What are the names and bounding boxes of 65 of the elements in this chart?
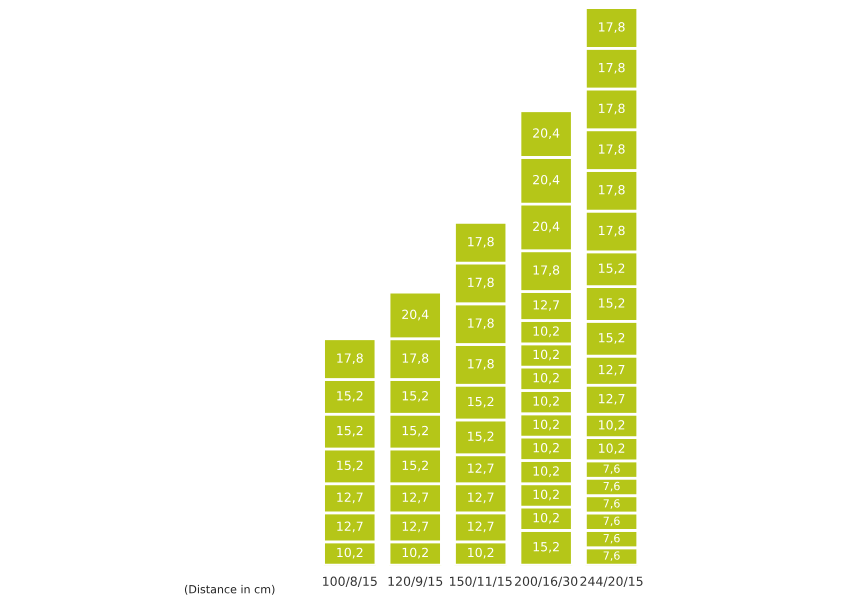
x-tick-label: 200/16/30 — [514, 576, 578, 587]
x-tick-label: 120/9/15 — [388, 576, 442, 587]
data-label: 15,2 — [468, 432, 494, 442]
data-label: 17,8 — [599, 185, 625, 196]
data-label: 10,2 — [468, 548, 494, 558]
data-label: 15,2 — [599, 263, 624, 274]
data-label: 12,7 — [468, 492, 494, 504]
data-label: 12,7 — [337, 492, 363, 504]
x-tick-label: 150/11/15 — [450, 576, 512, 587]
data-label: 10,2 — [534, 512, 559, 524]
data-label: 12,7 — [468, 463, 494, 474]
data-label: 17,8 — [468, 236, 494, 248]
data-label: 15,2 — [402, 460, 428, 472]
data-label: 7,6 — [604, 464, 620, 474]
data-label: 7,6 — [604, 534, 620, 544]
data-label: 20,4 — [533, 222, 560, 232]
data-label: 15,2 — [599, 332, 624, 344]
data-label: 17,8 — [599, 22, 625, 33]
data-label: 15,2 — [337, 391, 362, 402]
data-label: 17,8 — [599, 144, 625, 156]
data-label: 17,8 — [534, 265, 560, 276]
data-label: 17,8 — [468, 278, 494, 288]
data-label: 17,8 — [468, 359, 494, 370]
data-label: 10,2 — [402, 548, 428, 558]
data-label: 17,8 — [402, 353, 428, 364]
data-label: 7,6 — [604, 516, 620, 526]
data-label: 10,2 — [534, 490, 559, 500]
data-label: 10,2 — [599, 443, 624, 454]
data-label: 12,7 — [402, 492, 428, 504]
data-label: 10,2 — [534, 350, 559, 360]
data-label: 20,4 — [402, 310, 428, 320]
data-label: 12,7 — [534, 300, 559, 311]
data-label: 15,2 — [534, 542, 559, 553]
data-label: 12,7 — [402, 522, 428, 532]
data-label: 15,2 — [468, 396, 494, 408]
data-label: 10,2 — [534, 466, 559, 478]
data-label: 17,8 — [468, 318, 494, 330]
data-label: 17,8 — [599, 226, 625, 236]
data-label: 7,6 — [604, 482, 620, 492]
data-label: 17,8 — [599, 104, 625, 114]
data-label: 10,2 — [534, 442, 559, 454]
data-label: 10,2 — [534, 420, 559, 430]
data-label: 17,8 — [337, 353, 363, 364]
data-label: 10,2 — [534, 326, 559, 338]
data-label: 12,7 — [599, 394, 624, 405]
data-label: 7,6 — [604, 499, 620, 509]
data-label: 10,2 — [534, 396, 559, 408]
x-tick-label: 100/8/15 — [323, 576, 377, 587]
data-label: 15,2 — [599, 298, 624, 309]
data-label: 10,2 — [599, 420, 624, 431]
x-tick-label: 244/20/15 — [580, 576, 643, 587]
data-label: 10,2 — [337, 548, 362, 558]
data-label: 20,4 — [533, 174, 560, 186]
data-label: 15,2 — [402, 391, 428, 402]
text: (Distance in cm) — [184, 584, 274, 595]
data-label: 12,7 — [599, 364, 624, 376]
data-label: 17,8 — [599, 62, 625, 74]
data-label: 20,4 — [533, 128, 560, 140]
data-label: 12,7 — [468, 522, 494, 532]
data-label: 15,2 — [337, 460, 362, 472]
data-label: 15,2 — [402, 426, 428, 437]
data-label: 12,7 — [337, 522, 363, 532]
data-label: 10,2 — [534, 372, 559, 384]
data-label: 15,2 — [337, 426, 362, 437]
data-label: 7,6 — [604, 551, 620, 561]
